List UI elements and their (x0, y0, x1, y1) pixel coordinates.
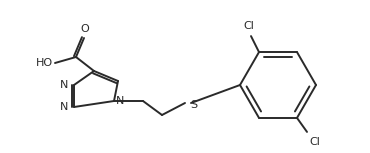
Text: N: N (60, 80, 68, 90)
Text: Cl: Cl (243, 21, 255, 31)
Text: S: S (190, 100, 197, 110)
Text: Cl: Cl (309, 137, 320, 147)
Text: N: N (60, 102, 68, 112)
Text: HO: HO (36, 58, 53, 68)
Text: O: O (81, 24, 90, 34)
Text: N: N (116, 96, 124, 106)
